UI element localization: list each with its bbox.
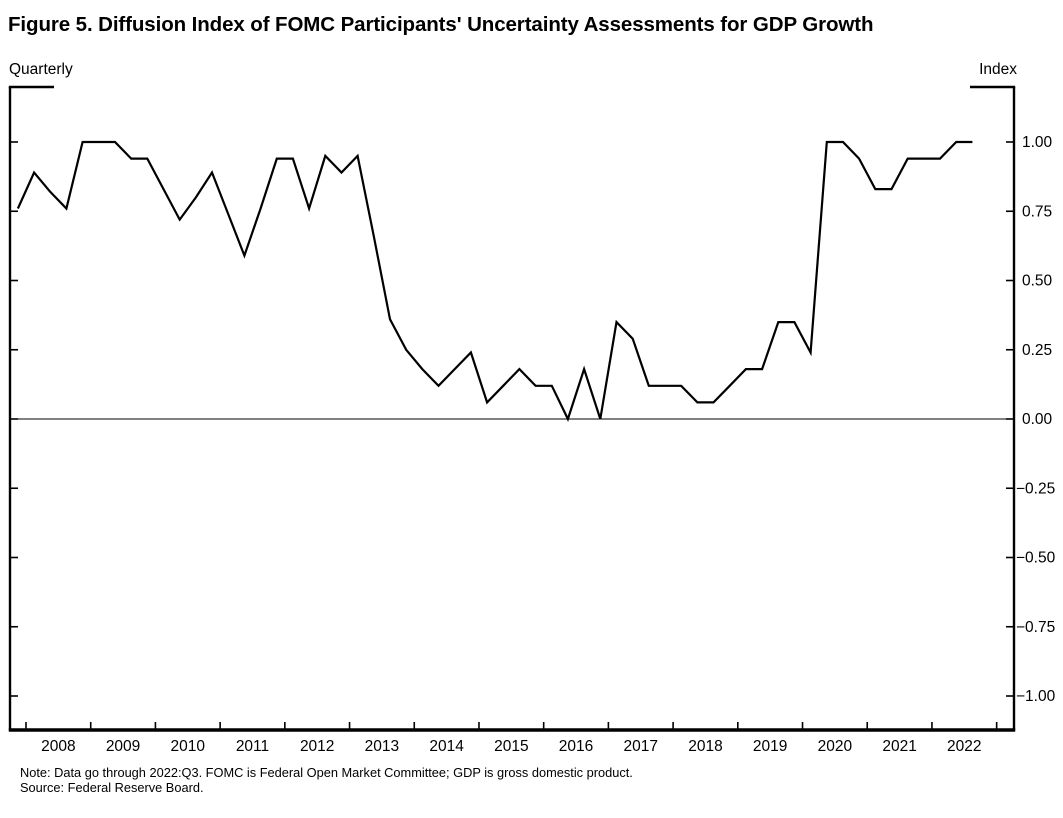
x-tick-label: 2011 <box>236 738 269 755</box>
x-tick-label: 2018 <box>688 738 722 755</box>
x-tick-label: 2019 <box>753 738 787 755</box>
data-line <box>16 140 973 422</box>
source-line: Source: Federal Reserve Board. <box>20 779 204 795</box>
note-line: Note: Data go through 2022:Q3. FOMC is F… <box>20 765 633 780</box>
x-tick-label: 2020 <box>818 738 853 755</box>
figure-title: Figure 5. Diffusion Index of FOMC Partic… <box>8 13 874 36</box>
x-tick-label: 2012 <box>300 738 334 755</box>
x-tick-label: 2009 <box>106 738 140 755</box>
y-tick-label: 0.50 <box>1022 273 1053 290</box>
x-tick-label: 2016 <box>559 738 593 755</box>
frequency-label: Quarterly <box>9 61 73 78</box>
unit-label: Index <box>979 61 1017 78</box>
x-tick-label: 2015 <box>494 738 528 755</box>
x-tick-label: 2008 <box>41 738 75 755</box>
y-tick-label: 1.00 <box>1022 134 1053 151</box>
y-tick-label: −0.50 <box>1016 550 1056 567</box>
figure-notes: Note: Data go through 2022:Q3. FOMC is F… <box>20 765 633 796</box>
y-tick-label: 0.75 <box>1022 203 1052 220</box>
y-tick-label: −0.75 <box>1016 619 1055 636</box>
y-tick-label: 0.00 <box>1022 411 1053 428</box>
y-tick-label: −0.25 <box>1016 480 1055 497</box>
x-tick-label: 2010 <box>171 738 206 755</box>
y-tick-label: 0.25 <box>1022 342 1052 359</box>
x-tick-label: 2022 <box>947 738 981 755</box>
y-tick-label: −1.00 <box>1016 688 1056 705</box>
x-tick-label: 2017 <box>624 738 658 755</box>
x-tick-label: 2013 <box>365 738 399 755</box>
x-tick-label: 2021 <box>882 738 916 755</box>
x-tick-label: 2014 <box>429 738 464 755</box>
